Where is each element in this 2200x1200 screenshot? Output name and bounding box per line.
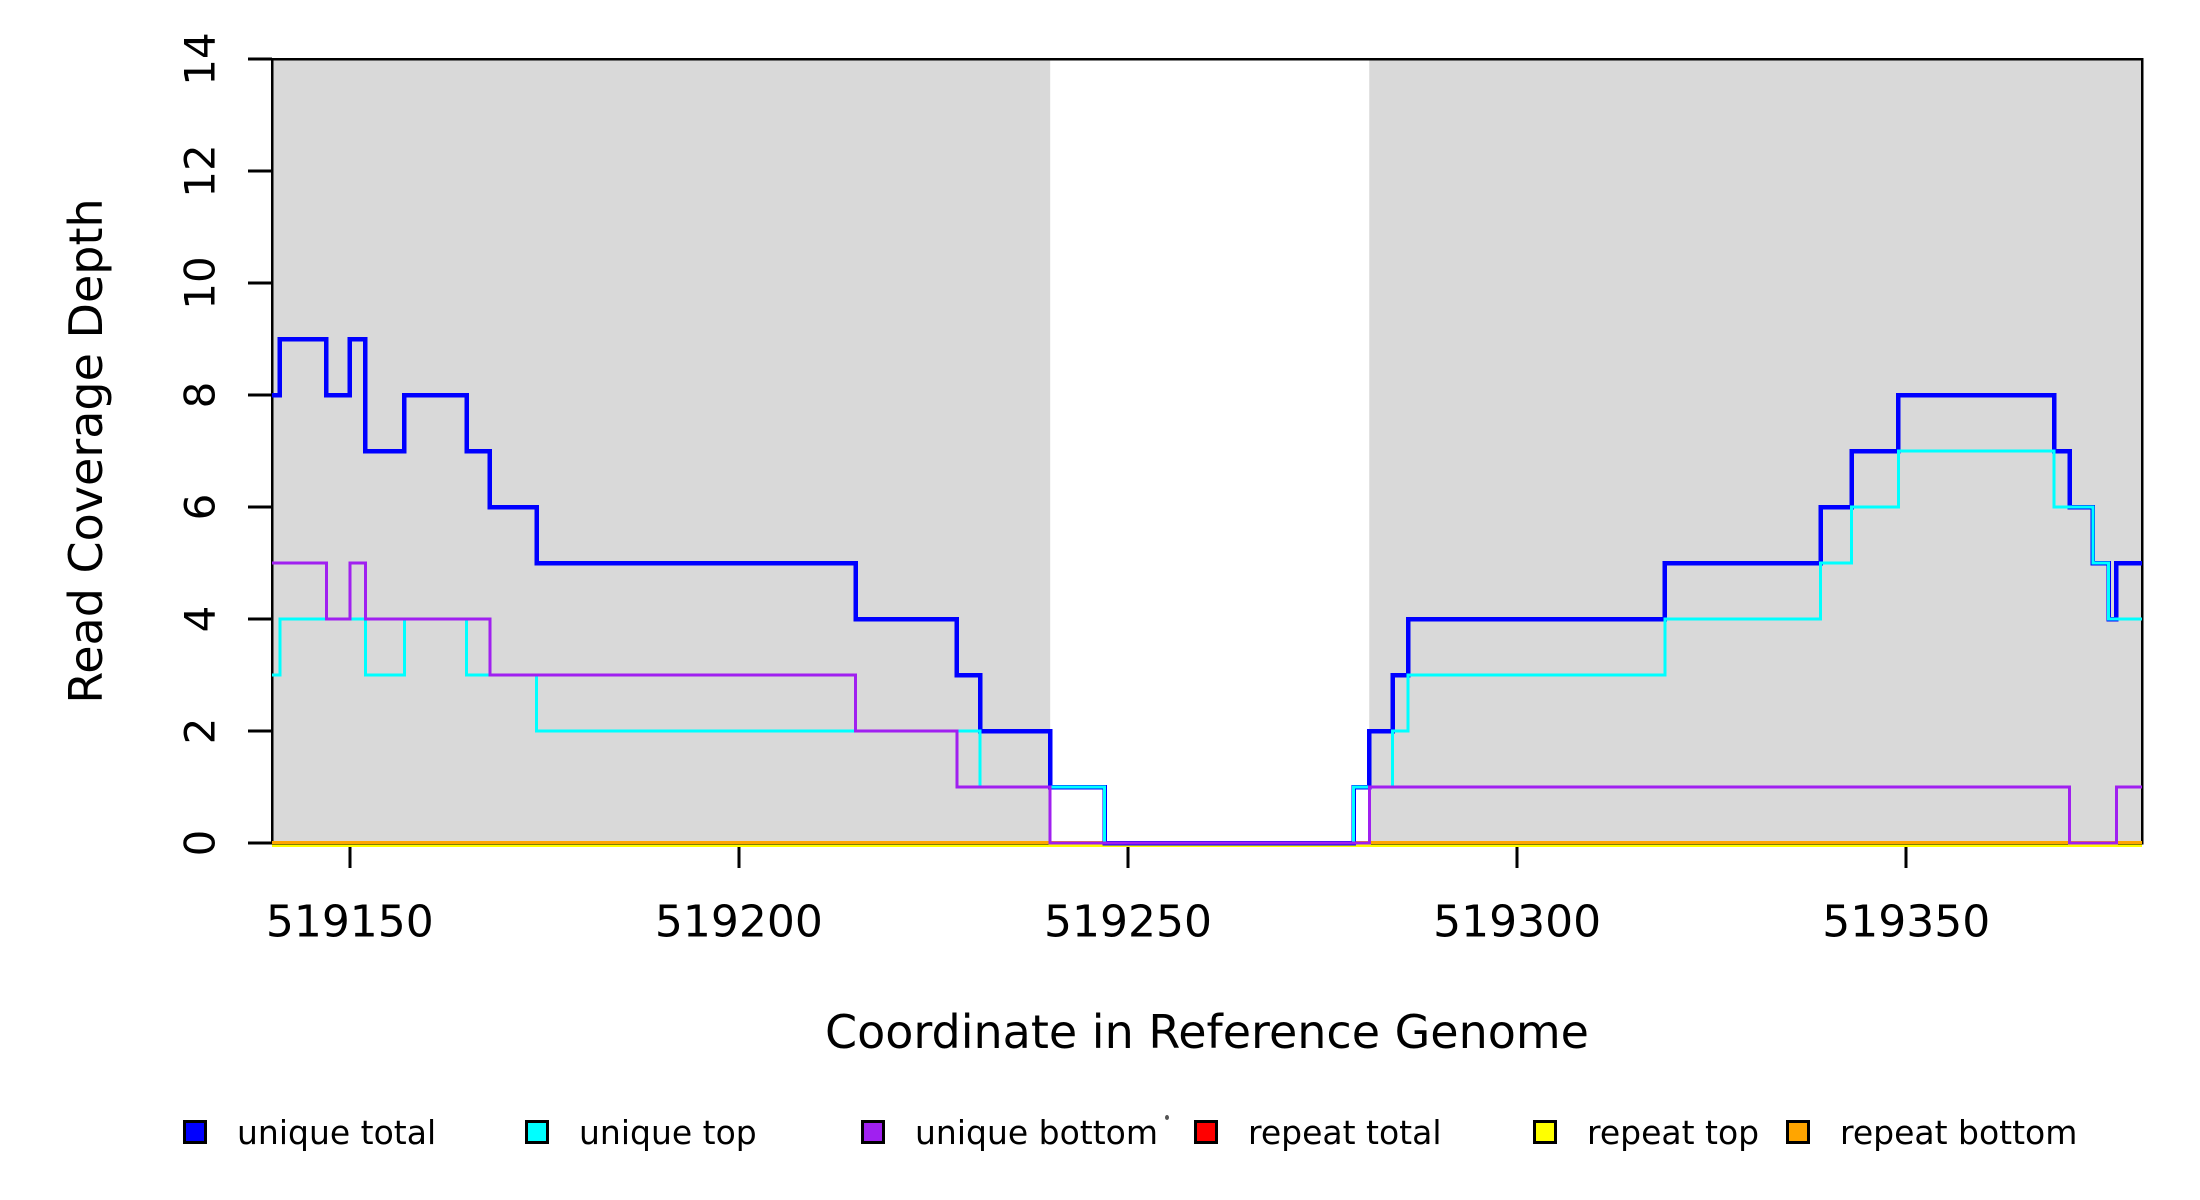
legend-label: repeat top: [1587, 1112, 1760, 1152]
legend-swatch-icon: [1194, 1120, 1218, 1144]
x-tick-label: 519200: [655, 897, 823, 948]
y-tick-label: 0: [176, 830, 225, 857]
y-tick-label: 14: [176, 32, 225, 85]
series-unique-bottom: [272, 561, 2142, 845]
legend-swatch-icon: [861, 1120, 885, 1144]
legend-swatch-icon: [1786, 1120, 1810, 1144]
legend-swatch-icon: [525, 1120, 549, 1144]
legend-item-repeat-total: repeat total: [1194, 1100, 1442, 1164]
legend-item-repeat-top: repeat top: [1533, 1100, 1759, 1164]
legend-swatch-icon: [183, 1120, 207, 1144]
y-tick-label: 2: [176, 718, 225, 745]
legend-label: unique total: [237, 1112, 437, 1152]
x-tick-label: 519350: [1822, 897, 1990, 948]
x-tick-label: 519150: [266, 897, 434, 948]
series-line: [272, 449, 2142, 845]
legend-artifact-dot: [1165, 1115, 1169, 1120]
x-tick-label: 519300: [1433, 897, 1601, 948]
y-tick-label: 4: [176, 606, 225, 633]
legend-swatch-icon: [1533, 1120, 1557, 1144]
x-axis-title: Coordinate in Reference Genome: [825, 1005, 1589, 1059]
x-tick-label: 519250: [1044, 897, 1212, 948]
series-line: [272, 561, 2142, 845]
y-tick-label: 10: [176, 256, 225, 309]
chart-legend: unique total unique top unique bottom repea…: [0, 1100, 2200, 1164]
legend-label: repeat bottom: [1840, 1112, 2078, 1152]
legend-item-unique-top: unique top: [525, 1100, 757, 1164]
legend-label: unique top: [579, 1112, 757, 1152]
y-tick-label: 8: [176, 382, 225, 409]
legend-item-unique-total: unique total: [183, 1100, 436, 1164]
y-tick-label: 6: [176, 494, 225, 521]
y-axis-title: Read Coverage Depth: [59, 198, 113, 704]
legend-item-unique-bottom: unique bottom: [861, 1100, 1158, 1164]
legend-label: unique bottom: [915, 1112, 1159, 1152]
legend-item-repeat-bottom: repeat bottom: [1786, 1100, 2077, 1164]
legend-label: repeat total: [1248, 1112, 1442, 1152]
series-unique-top: [272, 449, 2142, 845]
y-tick-label: 12: [176, 144, 225, 197]
